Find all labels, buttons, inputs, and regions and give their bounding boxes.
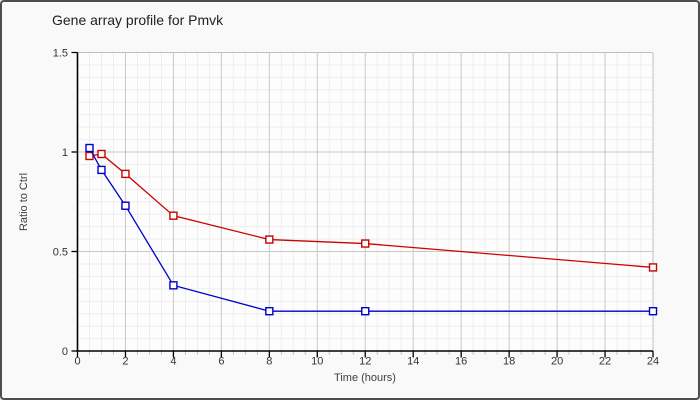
svg-text:0.5: 0.5 bbox=[53, 247, 68, 259]
svg-text:0: 0 bbox=[62, 346, 68, 358]
x-axis-label: Time (hours) bbox=[334, 372, 396, 384]
chart-title: Gene array profile for Pmvk bbox=[52, 12, 224, 28]
svg-text:20: 20 bbox=[551, 356, 563, 368]
svg-text:1.5: 1.5 bbox=[53, 48, 68, 60]
svg-text:0: 0 bbox=[74, 356, 80, 368]
svg-text:22: 22 bbox=[599, 356, 611, 368]
svg-text:16: 16 bbox=[455, 356, 467, 368]
svg-text:14: 14 bbox=[407, 356, 419, 368]
svg-text:8: 8 bbox=[266, 356, 272, 368]
svg-text:4: 4 bbox=[170, 356, 176, 368]
svg-text:6: 6 bbox=[218, 356, 224, 368]
svg-text:1: 1 bbox=[62, 147, 68, 159]
svg-text:10: 10 bbox=[311, 356, 323, 368]
svg-text:18: 18 bbox=[503, 356, 515, 368]
svg-text:2: 2 bbox=[122, 356, 128, 368]
y-axis-label: Ratio to Ctrl bbox=[18, 172, 30, 232]
svg-text:12: 12 bbox=[359, 356, 371, 368]
svg-text:24: 24 bbox=[647, 356, 659, 368]
